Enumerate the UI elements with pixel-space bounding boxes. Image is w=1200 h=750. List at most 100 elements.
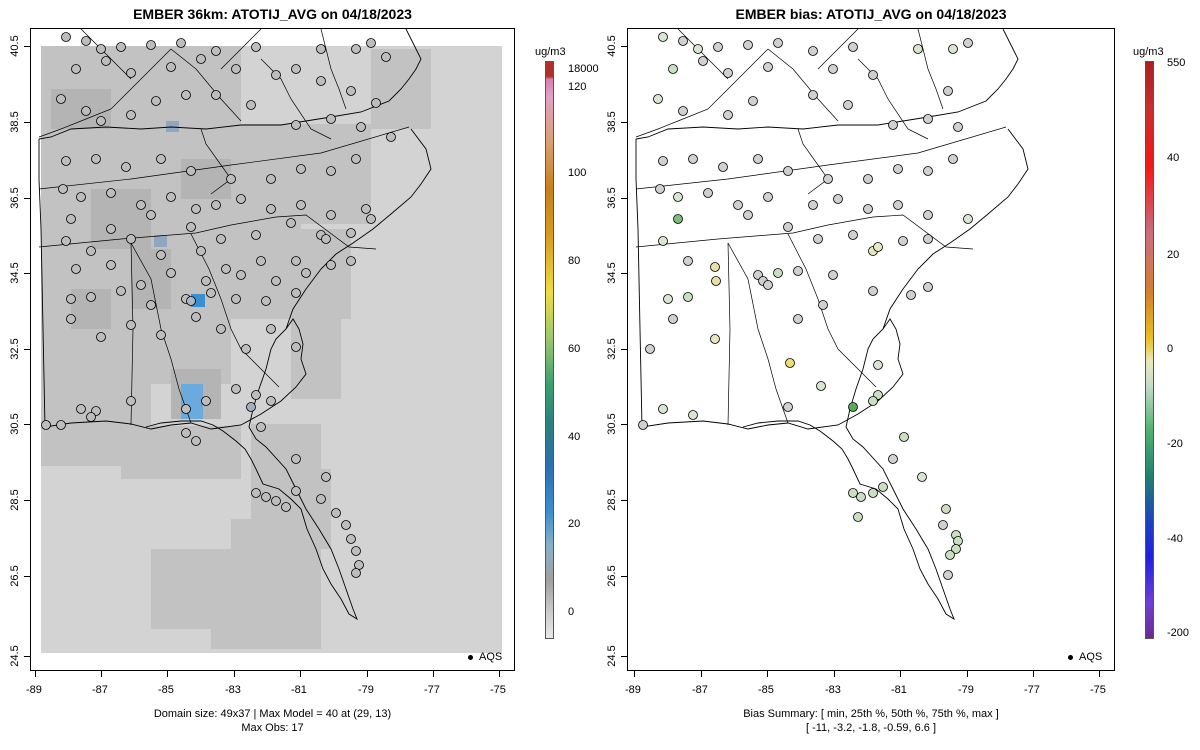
bias-marker <box>653 94 663 104</box>
observation-marker <box>366 214 376 224</box>
observation-marker <box>101 56 111 66</box>
observation-marker <box>251 390 261 400</box>
bias-marker <box>743 40 753 50</box>
x-tick-mark <box>1033 671 1034 677</box>
y-tick-label: 24.5 <box>9 645 21 667</box>
bias-marker <box>723 68 733 78</box>
observation-marker <box>251 42 261 52</box>
observation-marker <box>321 472 331 482</box>
observation-marker <box>266 324 276 334</box>
map-background <box>628 29 1114 670</box>
observation-marker <box>226 174 236 184</box>
observation-marker <box>291 256 301 266</box>
observation-marker <box>191 204 201 214</box>
state-border <box>38 48 172 138</box>
observation-marker <box>251 488 261 498</box>
right-colorbar-unit: ug/m3 <box>1133 46 1164 58</box>
bias-marker <box>888 454 898 464</box>
observation-marker <box>96 44 106 54</box>
left-legend-label: AQS <box>479 651 503 663</box>
x-tick-mark <box>35 671 36 677</box>
observation-marker <box>231 384 241 394</box>
x-tick-label: -77 <box>1024 684 1040 696</box>
observation-marker <box>381 52 391 62</box>
bias-marker <box>868 488 878 498</box>
colorbar-tick-label: 20 <box>568 518 581 530</box>
bias-marker <box>923 282 933 292</box>
y-tick-mark <box>621 122 627 123</box>
bias-marker <box>917 472 927 482</box>
bias-marker <box>868 70 878 80</box>
bias-marker <box>941 504 951 514</box>
colorbar-tick-label: 40 <box>568 431 581 443</box>
state-border <box>38 126 410 190</box>
bias-marker <box>668 64 678 74</box>
observation-marker <box>196 246 206 256</box>
bias-marker <box>808 200 818 210</box>
state-border <box>170 48 242 122</box>
bias-marker <box>808 90 818 100</box>
right-map <box>628 29 1114 670</box>
bias-marker <box>655 184 665 194</box>
y-tick-label: 26.5 <box>606 565 618 587</box>
state-border <box>817 29 859 70</box>
state-border <box>190 233 280 388</box>
model-grid-cell <box>241 124 371 224</box>
observation-marker <box>236 270 246 280</box>
state-border <box>787 233 877 388</box>
x-tick-label: -81 <box>291 684 307 696</box>
bias-marker <box>645 344 655 354</box>
bias-marker <box>711 276 721 286</box>
bias-marker <box>663 294 673 304</box>
observation-marker <box>261 296 271 306</box>
observation-marker <box>58 184 68 194</box>
x-tick-mark <box>634 671 635 677</box>
x-tick-label: -89 <box>26 684 42 696</box>
left-colorbar <box>545 61 554 639</box>
model-grid-cell <box>231 519 331 549</box>
observation-marker <box>356 122 366 132</box>
state-border <box>320 29 347 110</box>
bias-marker <box>693 44 703 54</box>
y-tick-mark <box>24 424 30 425</box>
bias-marker <box>818 300 828 310</box>
right-map-frame <box>627 28 1115 671</box>
colorbar-tick-label: 40 <box>1167 152 1180 164</box>
x-tick-mark <box>767 671 768 677</box>
observation-marker <box>181 90 191 100</box>
observation-marker <box>116 42 126 52</box>
observation-marker <box>351 44 361 54</box>
observation-marker <box>191 436 201 446</box>
observation-marker <box>211 200 221 210</box>
state-border <box>727 242 789 424</box>
bias-marker <box>943 86 953 96</box>
model-grid-cell <box>121 459 241 479</box>
observation-marker <box>236 194 246 204</box>
right-caption-line2: [ -11, -3.2, -1.8, -0.59, 6.6 ] <box>805 722 937 734</box>
coastline <box>285 128 432 330</box>
observation-marker <box>206 288 216 298</box>
y-tick-mark <box>621 46 627 47</box>
observation-marker <box>121 162 131 172</box>
observation-marker <box>181 428 191 438</box>
y-tick-label: 30.5 <box>606 413 618 435</box>
coastline <box>882 128 1029 330</box>
bias-marker <box>763 192 773 202</box>
bias-marker <box>638 420 648 430</box>
bias-marker <box>743 210 753 220</box>
bias-marker <box>710 334 720 344</box>
bias-marker <box>698 56 708 66</box>
colorbar-tick-label: -40 <box>1167 533 1183 545</box>
y-tick-mark <box>24 198 30 199</box>
x-tick-mark <box>367 671 368 677</box>
colorbar-tick-label: 0 <box>1167 343 1174 355</box>
observation-marker <box>351 546 361 556</box>
x-tick-mark <box>1099 671 1100 677</box>
x-tick-mark <box>900 671 901 677</box>
bias-marker <box>783 402 793 412</box>
y-tick-label: 32.5 <box>606 338 618 360</box>
observation-marker <box>166 192 176 202</box>
observation-marker <box>331 508 341 518</box>
bias-marker <box>923 114 933 124</box>
y-tick-mark <box>621 198 627 199</box>
